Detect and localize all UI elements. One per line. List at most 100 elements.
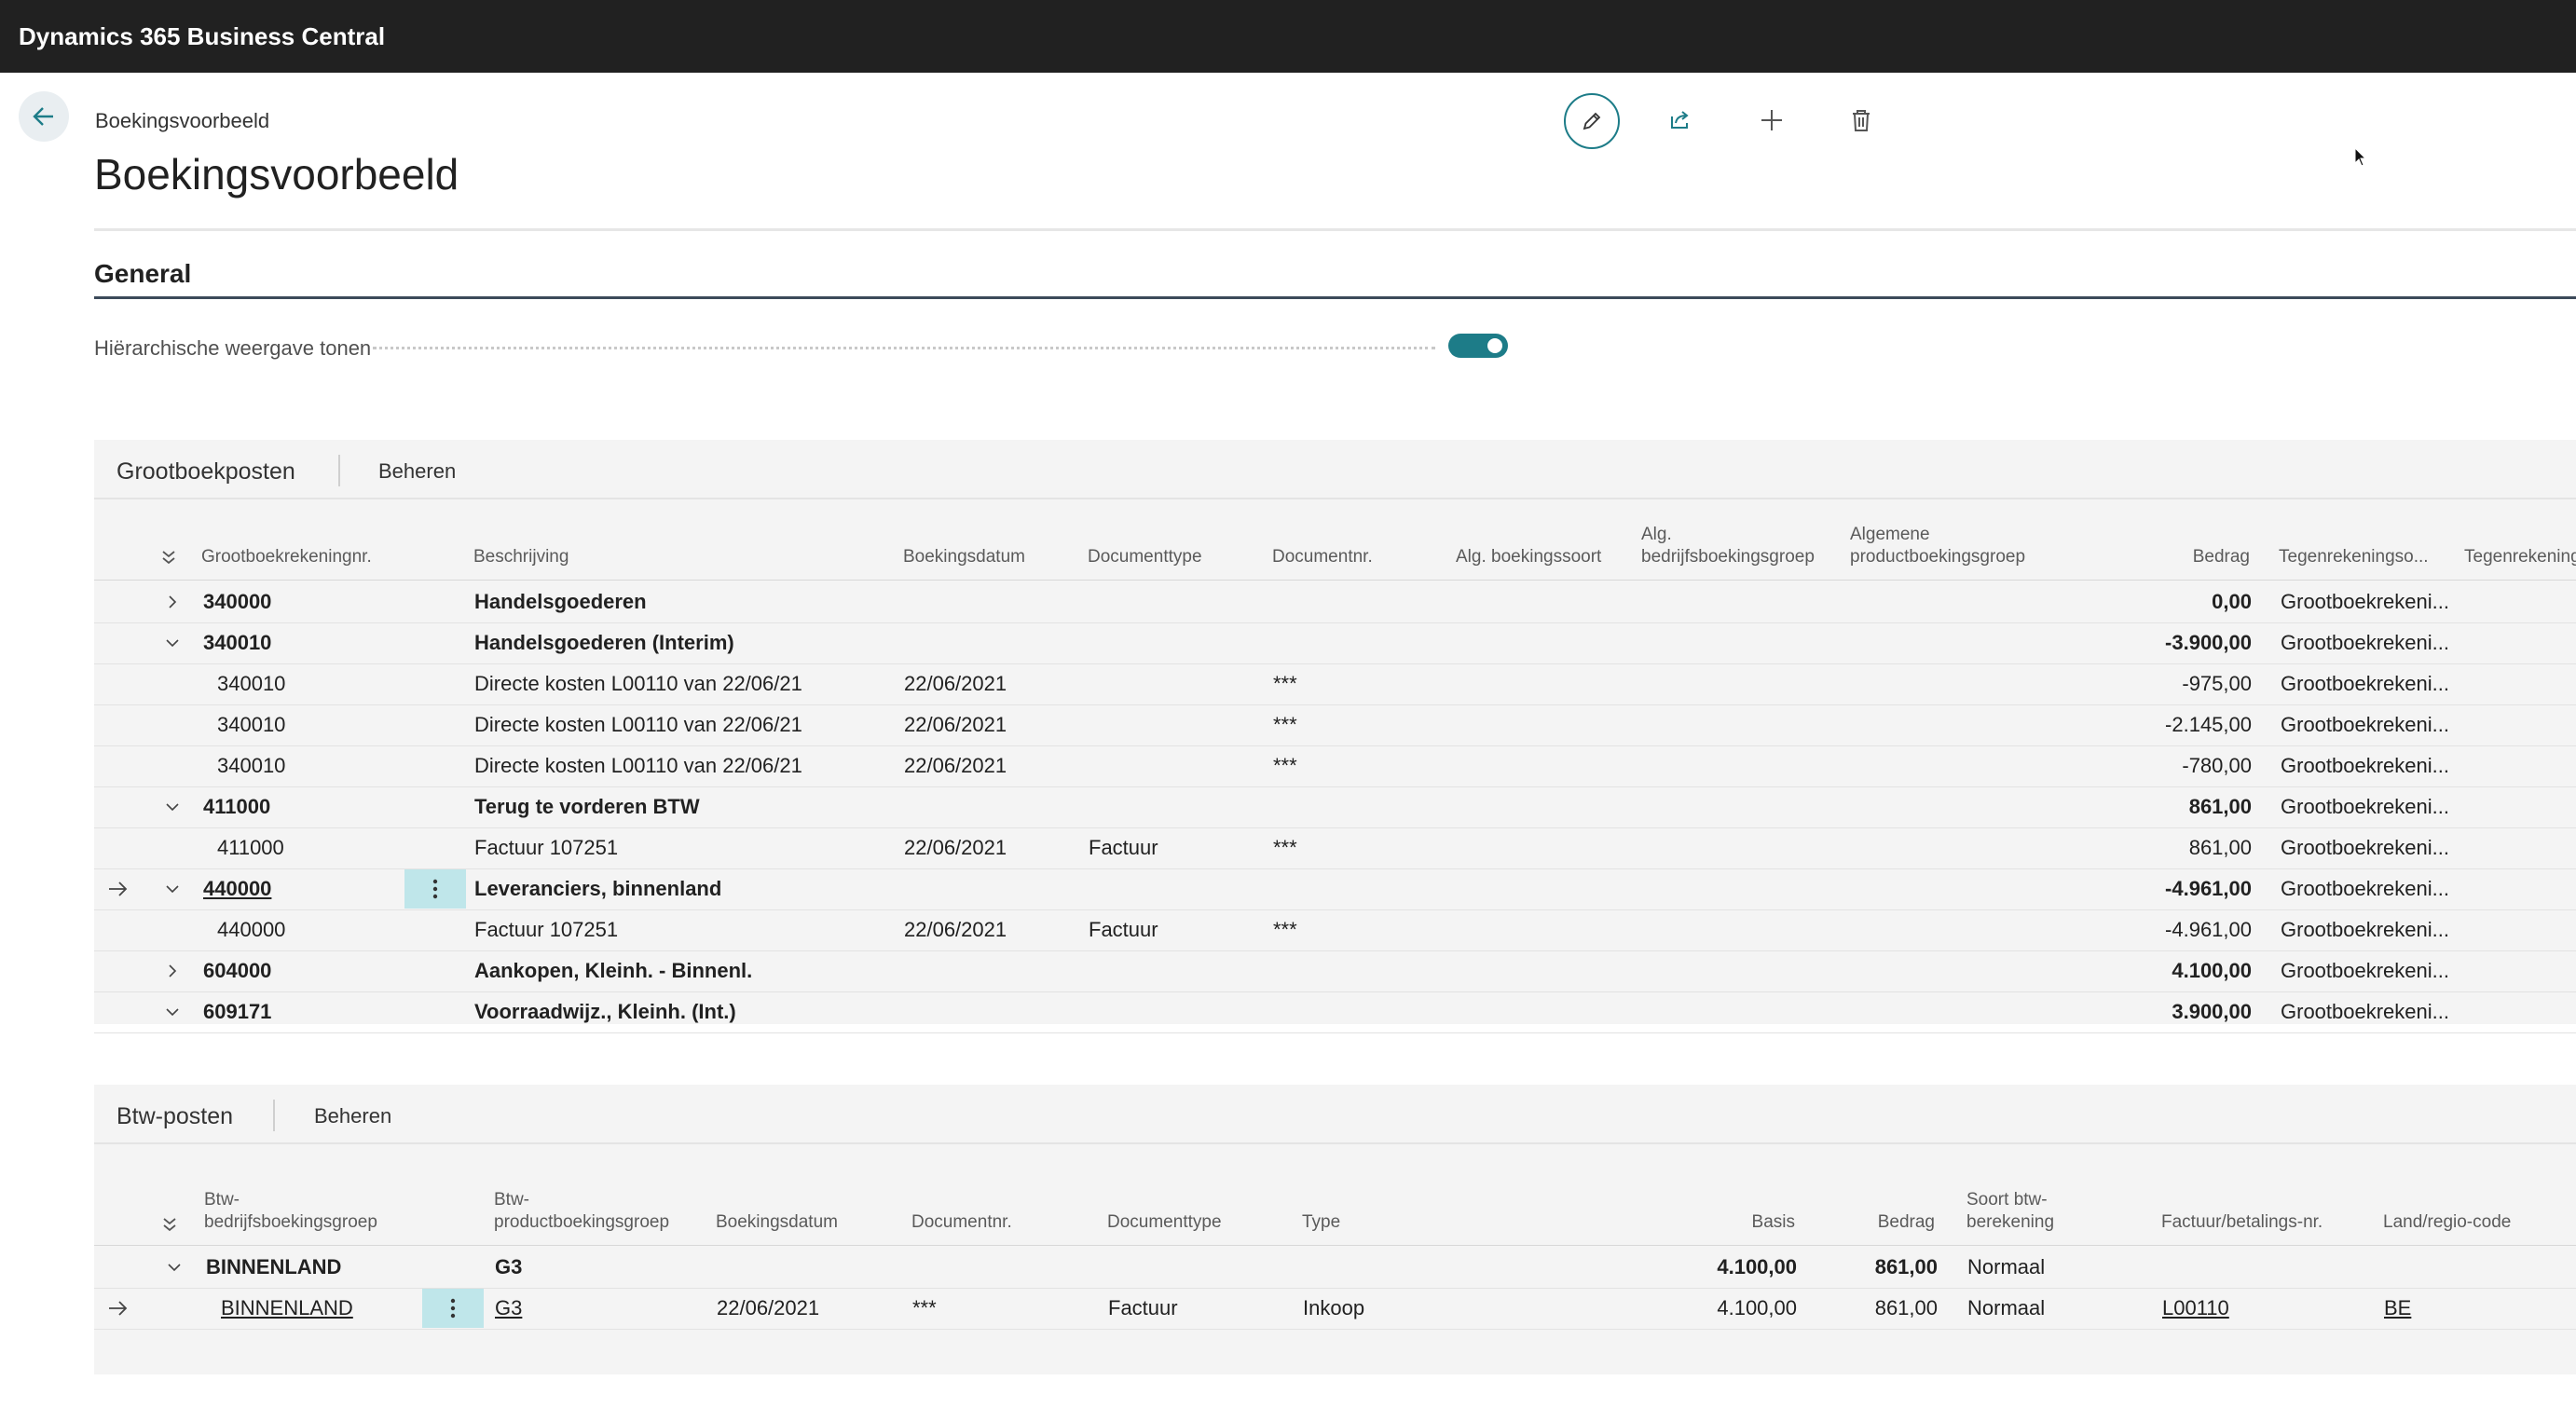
- doc-no-cell: ***: [1273, 713, 1297, 736]
- app-title[interactable]: Dynamics 365 Business Central: [19, 22, 386, 50]
- col-header-doc-type[interactable]: Documenttype: [1107, 1212, 1222, 1232]
- col-header-bal-account-type[interactable]: Tegenrekeningso...: [2279, 547, 2429, 567]
- col-header-vat-bus-group[interactable]: Btw-bedrijfsboekingsgroep: [204, 1190, 377, 1232]
- posting-date-cell: 22/06/2021: [717, 1296, 820, 1319]
- col-header-vat-prod-group[interactable]: Btw-productboekingsgroep: [494, 1190, 670, 1232]
- doc-type-cell: [1089, 663, 1266, 704]
- col-header-amount[interactable]: Bedrag: [2192, 547, 2250, 567]
- country-code-cell[interactable]: [2384, 1247, 2570, 1288]
- delete-button[interactable]: [1834, 93, 1888, 147]
- account-no-cell[interactable]: 604000: [203, 959, 272, 982]
- vat-prod-group-cell: G3: [495, 1255, 523, 1278]
- account-no-cell[interactable]: 440000: [203, 877, 272, 900]
- col-header-bal-account[interactable]: Tegenrekening: [2464, 547, 2576, 567]
- edit-button[interactable]: [1564, 93, 1620, 149]
- col-header-country[interactable]: Land/regio-code: [2383, 1212, 2512, 1232]
- new-button[interactable]: [1745, 93, 1799, 147]
- col-header-gen-prod-group[interactable]: Algemene productboekingsgroep: [1850, 525, 2026, 567]
- posting-date-cell: 22/06/2021: [904, 672, 1007, 695]
- vat-bus-group-cell: BINNENLAND: [206, 1255, 342, 1278]
- posting-date-cell: [904, 950, 1081, 991]
- table-row[interactable]: 609171 Voorraadwijz., Kleinh. (Int.) 3.900…: [94, 991, 2576, 1033]
- vat-bus-group-cell[interactable]: BINNENLAND: [221, 1296, 353, 1319]
- col-header-type[interactable]: Type: [1302, 1212, 1341, 1232]
- collapse-all-icon[interactable]: [159, 548, 178, 567]
- description-cell: Directe kosten L00110 van 22/06/21: [474, 713, 802, 736]
- description-cell: Handelsgoederen: [474, 590, 647, 613]
- row-actions-button[interactable]: [422, 1289, 484, 1328]
- vat-prod-group-cell[interactable]: G3: [495, 1296, 523, 1319]
- chevron-down-icon[interactable]: [161, 868, 184, 909]
- description-cell: Aankopen, Kleinh. - Binnenl.: [474, 959, 753, 982]
- collapse-all-icon[interactable]: [160, 1215, 179, 1234]
- invoice-no-cell[interactable]: [2162, 1247, 2349, 1288]
- vat-entries-part: Btw-posten Beheren Btw-bedrijfsboekingsg…: [94, 1085, 2576, 1374]
- doc-type-cell: [1089, 581, 1266, 622]
- col-header-description[interactable]: Beschrijving: [473, 547, 569, 567]
- col-header-doc-no[interactable]: Documentnr.: [1272, 547, 1373, 567]
- amount-cell: -2.145,00: [2165, 713, 2252, 736]
- chevron-down-icon[interactable]: [161, 786, 184, 827]
- col-header-posting-date[interactable]: Boekingsdatum: [716, 1212, 838, 1232]
- gl-manage-button[interactable]: Beheren: [378, 459, 457, 483]
- table-row[interactable]: 340010 Directe kosten L00110 van 22/06/21…: [94, 704, 2576, 746]
- col-header-gen-bus-group[interactable]: Alg. bedrijfsboekingsgroep: [1641, 525, 1815, 567]
- invoice-no-cell[interactable]: L00110: [2162, 1296, 2229, 1319]
- chevron-right-icon[interactable]: [161, 581, 184, 622]
- col-header-posting-date[interactable]: Boekingsdatum: [903, 547, 1025, 567]
- gl-entries-title[interactable]: Grootboekposten: [116, 458, 295, 485]
- account-no-cell[interactable]: 609171: [203, 1000, 272, 1023]
- base-cell: 4.100,00: [1717, 1255, 1797, 1278]
- account-no-cell: 340010: [217, 672, 286, 695]
- col-header-amount[interactable]: Bedrag: [1877, 1212, 1935, 1232]
- amount-cell: 861,00: [2188, 795, 2252, 818]
- back-button[interactable]: [19, 91, 69, 142]
- table-row[interactable]: BINNENLAND G3 22/06/2021 *** Factuur Inkoop 4.…: [94, 1288, 2576, 1330]
- vat-entries-title[interactable]: Btw-posten: [116, 1103, 234, 1129]
- table-row[interactable]: BINNENLAND G3 4.100,00 861,00 Normaal: [94, 1247, 2576, 1289]
- account-no-cell[interactable]: 340010: [203, 631, 272, 654]
- col-header-gen-posting-type[interactable]: Alg. boekingssoort: [1456, 547, 1602, 567]
- bal-account-type-cell: Grootboekrekeni...: [2281, 713, 2449, 736]
- table-row[interactable]: 340010 Directe kosten L00110 van 22/06/21…: [94, 745, 2576, 787]
- table-row[interactable]: 340010 Handelsgoederen (Interim) -3.900,00…: [94, 622, 2576, 664]
- posting-date-cell: 22/06/2021: [904, 754, 1007, 777]
- table-row[interactable]: 440000 Leveranciers, binnenland -4.961,00 G…: [94, 868, 2576, 910]
- chevron-down-icon[interactable]: [161, 991, 184, 1032]
- plus-icon: [1761, 110, 1782, 130]
- doc-type-cell: [1089, 704, 1266, 745]
- account-no-cell[interactable]: 411000: [203, 795, 271, 818]
- country-code-cell[interactable]: BE: [2384, 1296, 2412, 1319]
- show-hierarchy-toggle[interactable]: [1448, 334, 1508, 358]
- amount-cell: 861,00: [1874, 1255, 1938, 1278]
- header-divider: [94, 228, 2576, 231]
- amount-cell: -975,00: [2182, 672, 2252, 695]
- amount-cell: 0,00: [2212, 590, 2252, 613]
- table-row[interactable]: 340000 Handelsgoederen 0,00 Grootboekrekeni…: [94, 581, 2576, 623]
- col-header-doc-no[interactable]: Documentnr.: [911, 1212, 1012, 1232]
- doc-no-cell: [1273, 581, 1450, 622]
- col-header-doc-type[interactable]: Documenttype: [1088, 547, 1202, 567]
- posting-date-cell: 22/06/2021: [904, 713, 1007, 736]
- posting-date-cell: [904, 868, 1081, 909]
- share-button[interactable]: [1653, 93, 1707, 147]
- col-header-base[interactable]: Basis: [1751, 1212, 1795, 1232]
- chevron-down-icon[interactable]: [161, 622, 184, 663]
- vat-manage-button[interactable]: Beheren: [314, 1104, 392, 1128]
- chevron-down-icon[interactable]: [163, 1247, 185, 1288]
- table-row[interactable]: 604000 Aankopen, Kleinh. - Binnenl. 4.100,…: [94, 950, 2576, 992]
- table-row[interactable]: 440000 Factuur 107251 22/06/2021 Factuur ***…: [94, 909, 2576, 951]
- table-row[interactable]: 411000 Factuur 107251 22/06/2021 Factuur ***…: [94, 827, 2576, 869]
- table-row[interactable]: 340010 Directe kosten L00110 van 22/06/21…: [94, 663, 2576, 705]
- account-no-cell[interactable]: 340000: [203, 590, 272, 613]
- table-row[interactable]: 411000 Terug te vorderen BTW 861,00 Grootbo…: [94, 786, 2576, 828]
- col-header-vat-calc-type[interactable]: Soort btw-berekening: [1966, 1190, 2055, 1232]
- row-actions-button[interactable]: [404, 869, 466, 909]
- col-header-account[interactable]: Grootboekrekeningnr.: [201, 547, 372, 567]
- more-vertical-icon: [432, 879, 438, 899]
- doc-no-cell: [1273, 868, 1450, 909]
- amount-cell: -4.961,00: [2165, 918, 2252, 941]
- chevron-right-icon[interactable]: [161, 950, 184, 991]
- col-header-invoice-no[interactable]: Factuur/betalings-nr.: [2161, 1212, 2323, 1232]
- general-section-title[interactable]: General: [94, 259, 192, 288]
